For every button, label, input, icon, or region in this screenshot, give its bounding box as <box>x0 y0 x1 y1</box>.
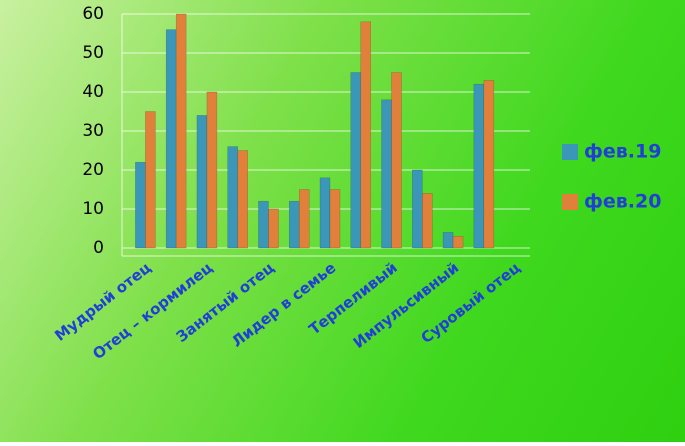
x-tick-label: Лидер в семье <box>228 259 339 351</box>
bar <box>329 189 341 249</box>
y-tick-label: 0 <box>93 238 104 258</box>
bar <box>135 161 146 249</box>
y-tick-label: 50 <box>82 43 104 63</box>
bar <box>412 169 423 249</box>
bar <box>165 29 177 249</box>
bar <box>145 111 156 249</box>
bar <box>350 72 362 249</box>
bar <box>288 200 300 249</box>
bar <box>473 83 485 249</box>
bar <box>422 193 433 249</box>
bar <box>175 13 187 249</box>
y-tick-label: 60 <box>82 4 104 24</box>
bar <box>483 80 495 249</box>
bar <box>442 232 454 249</box>
y-tick-label: 20 <box>82 160 104 180</box>
legend-swatch <box>562 144 578 160</box>
legend-swatch <box>562 194 578 210</box>
bar <box>319 177 331 249</box>
x-tick-label: Импульсивный <box>350 259 463 352</box>
bar <box>237 150 248 249</box>
bar <box>391 72 402 249</box>
legend-label: фев.20 <box>584 191 661 213</box>
bar <box>268 208 279 249</box>
bar <box>196 115 208 249</box>
bar <box>381 99 392 249</box>
y-tick-label: 30 <box>82 121 104 141</box>
y-tick-label: 10 <box>82 199 104 219</box>
bar <box>452 236 464 249</box>
bar <box>227 146 238 249</box>
bar <box>360 21 372 249</box>
y-tick-label: 40 <box>82 82 104 102</box>
bar <box>298 189 310 249</box>
bar <box>258 200 269 249</box>
bar <box>206 91 218 249</box>
legend-label: фев.19 <box>584 141 661 163</box>
x-tick-label: Отец – кормилец <box>89 259 216 364</box>
